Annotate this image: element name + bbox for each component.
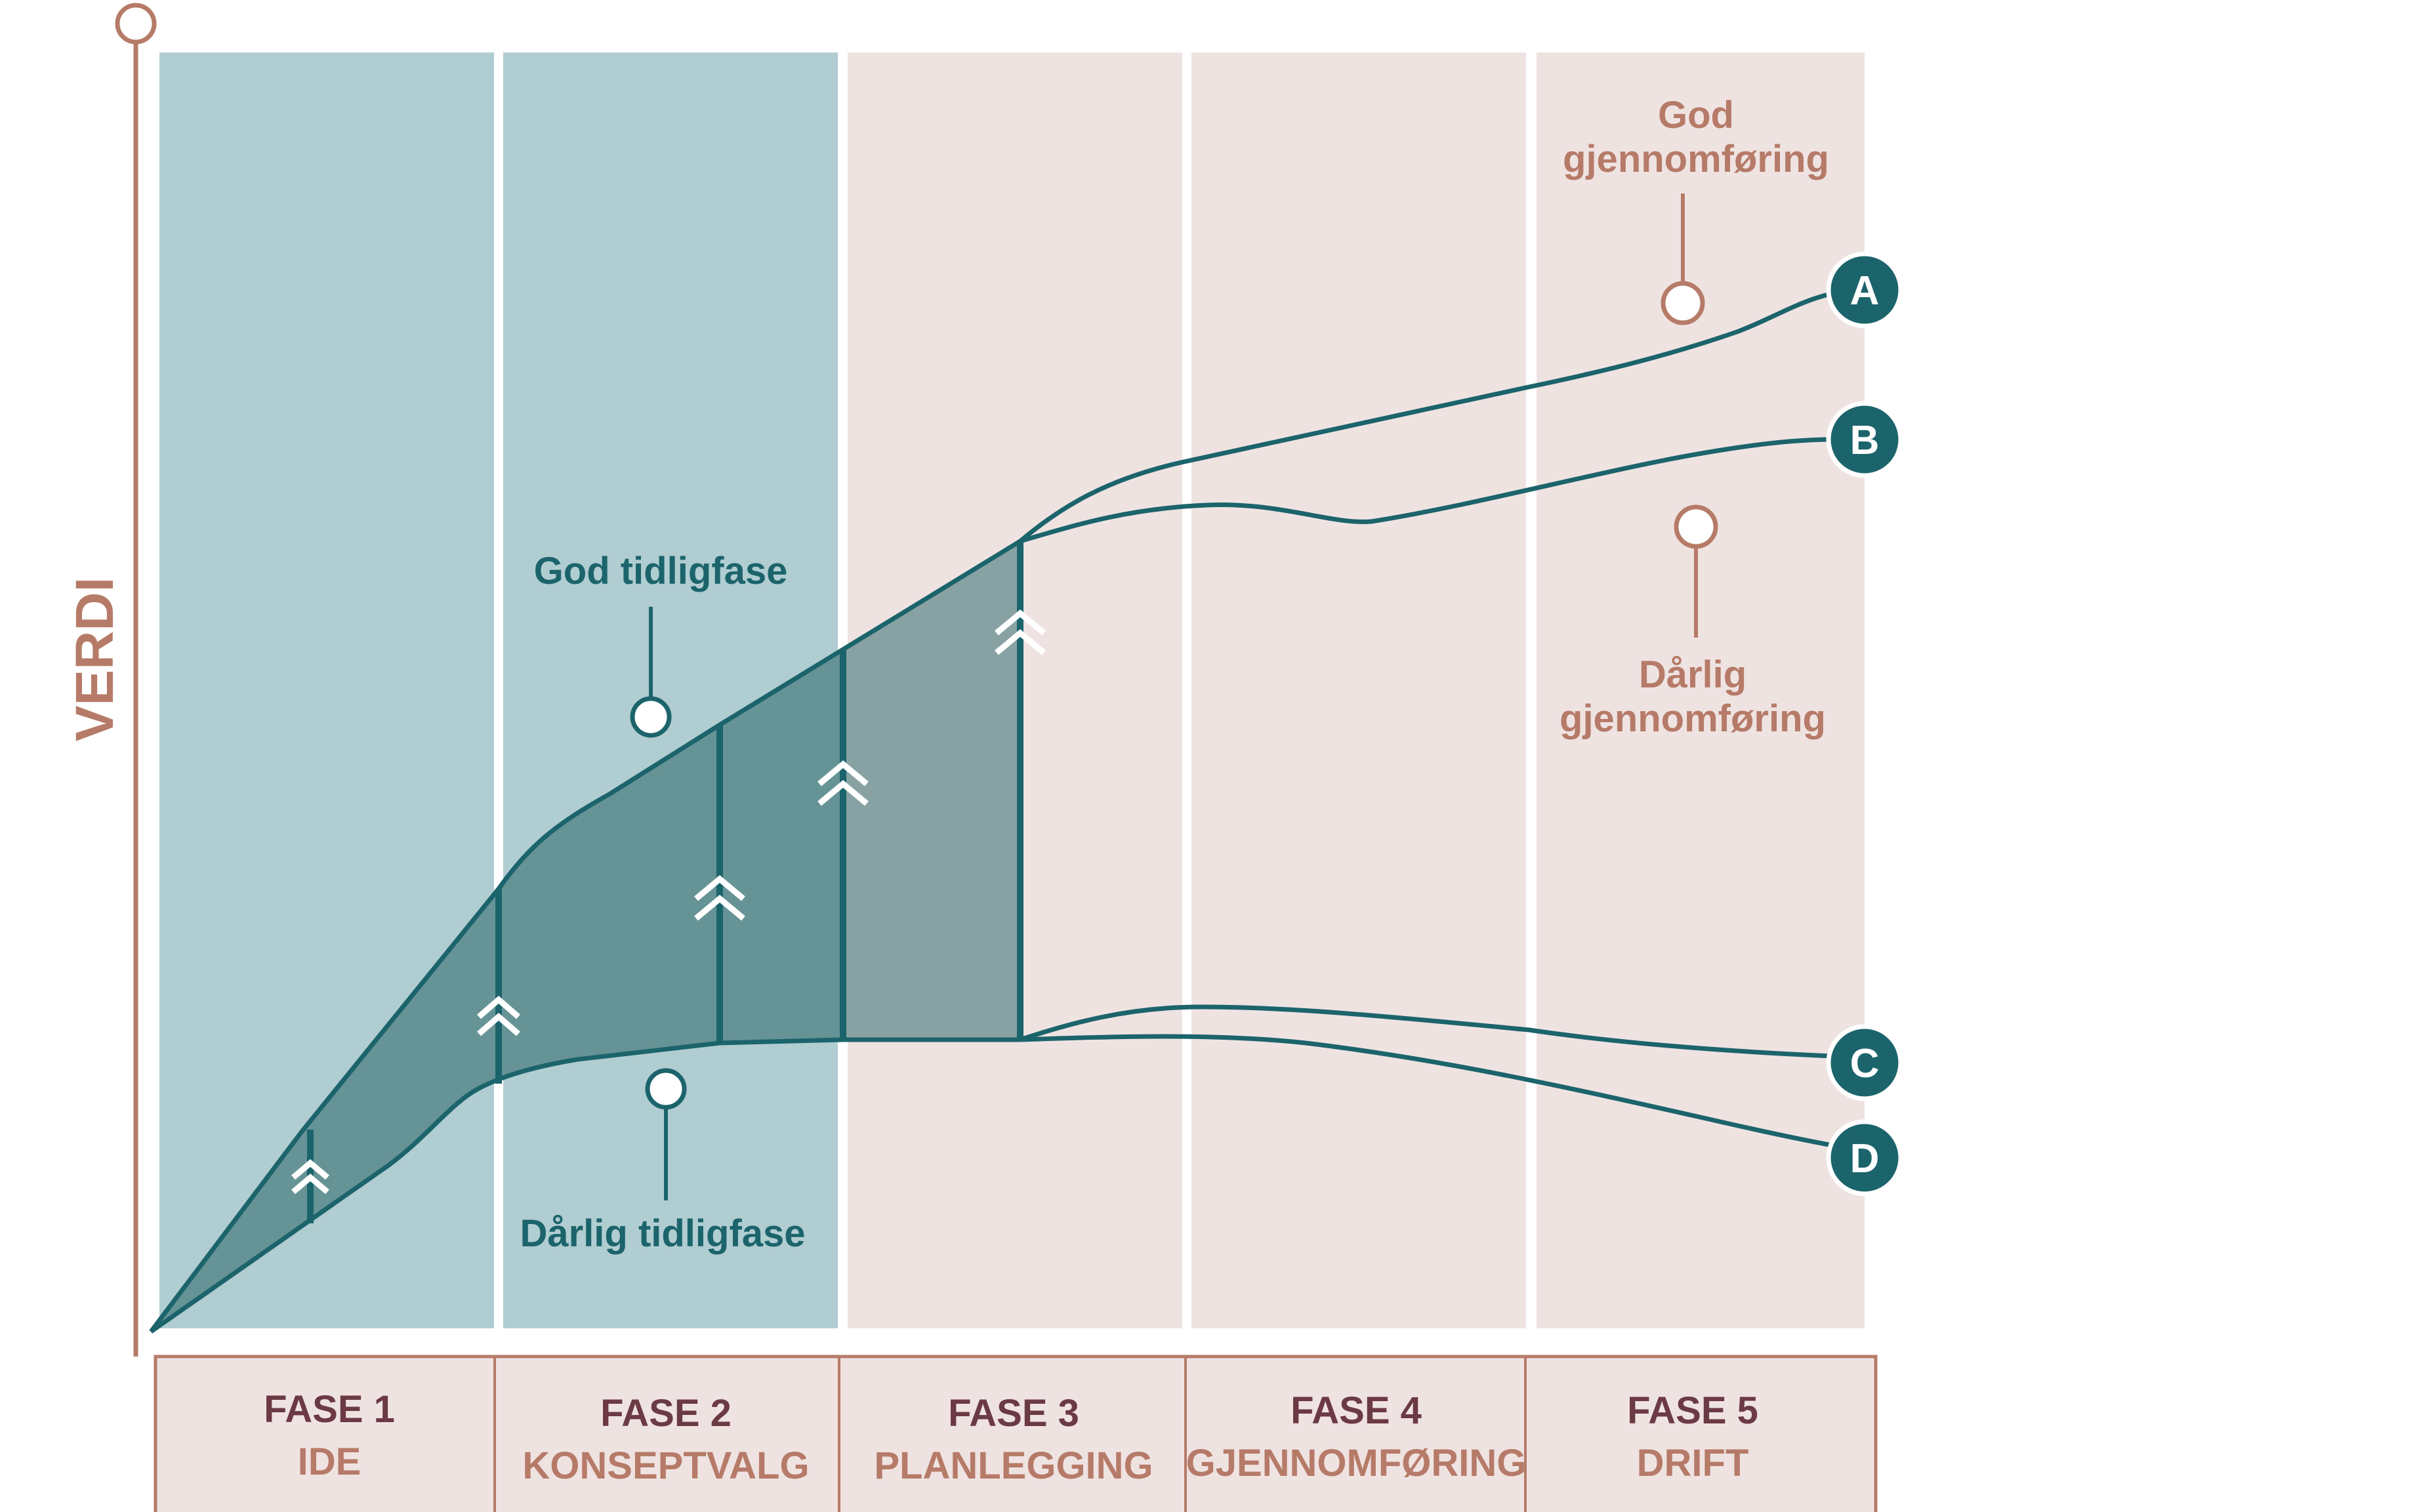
- chevron-up-icon: [694, 875, 745, 921]
- good-execution-label-line1: God: [1658, 94, 1734, 136]
- curve-good-early-phase: [149, 539, 1022, 1334]
- end-label-d-badge: [1826, 1119, 1903, 1196]
- phase-4-name: GJENNOMFØRING: [1186, 1442, 1527, 1484]
- phase-2-number: FASE 2: [600, 1392, 732, 1435]
- y-axis-endpoint-icon: [115, 3, 157, 45]
- curve-d: [1020, 1034, 1867, 1154]
- end-label-a-text: A: [1850, 268, 1880, 314]
- curve-b: [1020, 437, 1867, 544]
- end-label-c-badge: [1826, 1024, 1903, 1101]
- chevron-up-icon: [817, 760, 869, 806]
- phase-1-number: FASE 1: [264, 1388, 395, 1431]
- poor-early-phase-marker-icon: [645, 1068, 687, 1110]
- good-early-phase-marker-icon: [630, 696, 672, 738]
- chevron-up-icon: [995, 609, 1046, 655]
- chevron-up-icon: [291, 1159, 329, 1195]
- end-label-c-text: C: [1850, 1041, 1880, 1086]
- good-execution-label-line2: gjennomføring: [1563, 138, 1829, 180]
- poor-execution-label-line1: Dårlig: [1639, 653, 1746, 696]
- phase-5-name: DRIFT: [1637, 1442, 1749, 1484]
- planning-phase-value-area: [843, 541, 1020, 1040]
- phase-2-name: KONSEPTVALG: [522, 1444, 809, 1487]
- poor-early-phase-label: Dårlig tidligfase: [520, 1212, 805, 1255]
- curve-poor-early-phase: [149, 1037, 1020, 1334]
- poor-execution-marker-icon: [1674, 504, 1718, 549]
- phase-5-number: FASE 5: [1627, 1389, 1758, 1432]
- phase-3-name: PLANLEGGING: [874, 1444, 1153, 1487]
- phase-3-number: FASE 3: [948, 1392, 1079, 1435]
- end-label-b-badge: [1826, 401, 1903, 478]
- end-label-a-badge: [1826, 251, 1903, 329]
- phase-4-background: [1191, 52, 1526, 1328]
- end-label-d: D: [1826, 1119, 1903, 1196]
- end-label-c: C: [1826, 1024, 1903, 1101]
- end-label-b: B: [1826, 401, 1903, 478]
- phase-1-name: IDE: [298, 1440, 362, 1483]
- y-axis-label: VERDI: [65, 577, 125, 742]
- curve-c: [1019, 1004, 1867, 1060]
- end-label-b-text: B: [1850, 418, 1880, 463]
- curve-a: [1018, 286, 1867, 543]
- good-execution-marker-icon: [1661, 281, 1705, 325]
- end-label-d-text: D: [1850, 1136, 1880, 1181]
- phase-label-row-box: [154, 1355, 1878, 1512]
- good-early-phase-label: God tidligfase: [534, 550, 788, 592]
- phase-label-row: FASE 1 IDE FASE 2 KONSEPTVALG FASE 3 PLA…: [154, 1355, 1878, 1512]
- chevron-up-icon: [477, 996, 520, 1036]
- end-label-a: A: [1826, 251, 1903, 329]
- poor-execution-label-line2: gjennomføring: [1560, 697, 1826, 740]
- phase-4-number: FASE 4: [1291, 1389, 1422, 1432]
